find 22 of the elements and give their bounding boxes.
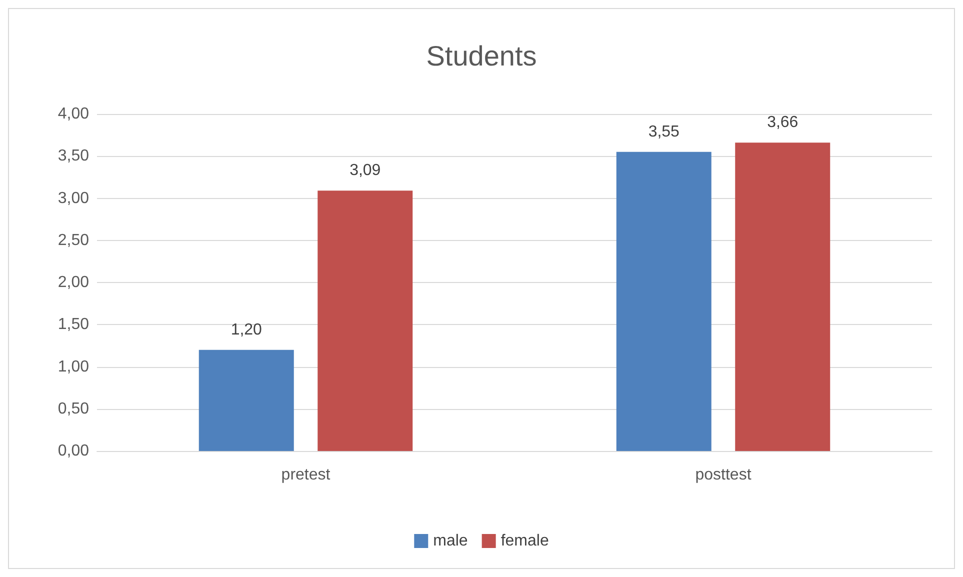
data-label: 3,66 <box>767 114 798 132</box>
y-tick-label: 2,50 <box>58 232 90 249</box>
legend-label: female <box>500 532 549 550</box>
data-label: 3,55 <box>648 123 680 140</box>
y-tick-label: 4,00 <box>58 106 90 122</box>
x-tick-label: posttest <box>695 466 752 484</box>
y-tick-label: 2,00 <box>58 274 90 291</box>
bar <box>318 190 413 451</box>
bar <box>616 152 712 451</box>
x-tick-label: pretest <box>281 466 331 484</box>
y-tick-label: 0,50 <box>58 400 90 418</box>
y-tick-label: 3,50 <box>58 148 90 165</box>
chart-title: Students <box>426 40 537 72</box>
bar <box>735 142 830 451</box>
y-tick-label: 1,50 <box>58 316 90 334</box>
bar <box>198 350 294 451</box>
legend-label: male <box>433 532 468 550</box>
y-tick-label: 1,00 <box>58 358 90 376</box>
y-tick-label: 0,00 <box>58 442 90 460</box>
y-tick-label: 3,00 <box>58 190 90 207</box>
data-label: 1,20 <box>230 321 262 338</box>
data-label: 3,09 <box>350 162 381 180</box>
